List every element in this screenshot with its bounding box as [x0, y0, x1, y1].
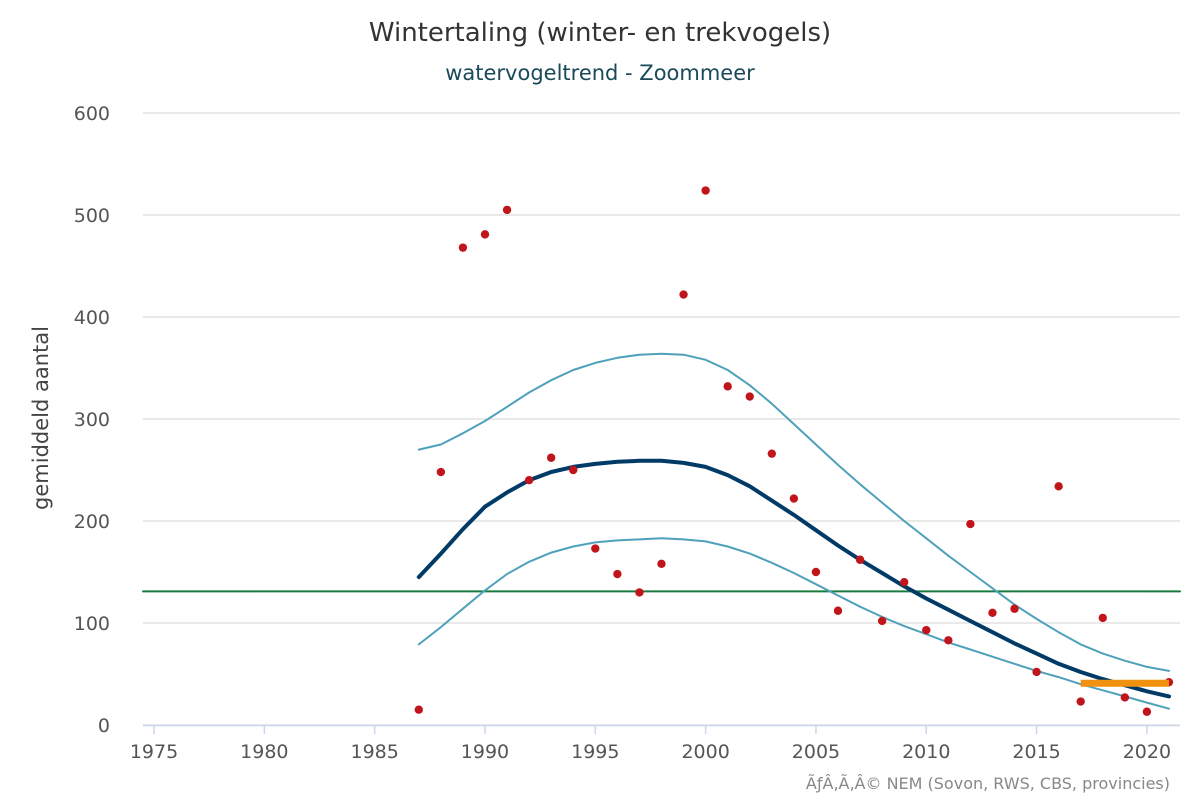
x-tick-label: 1995 — [571, 741, 619, 763]
y-tick-label: 0 — [98, 715, 110, 737]
data-point[interactable] — [1032, 667, 1041, 677]
data-point[interactable] — [723, 382, 732, 391]
x-tick-label: 2000 — [681, 741, 729, 763]
y-tick-label: 100 — [74, 613, 110, 635]
x-tick-label: 2020 — [1123, 741, 1171, 763]
data-point[interactable] — [524, 476, 534, 485]
x-tick-label: 1980 — [240, 741, 288, 763]
data-point[interactable] — [855, 555, 865, 564]
data-point[interactable] — [966, 519, 975, 529]
data-point[interactable] — [436, 467, 446, 477]
data-point[interactable] — [1076, 697, 1085, 706]
data-point[interactable] — [1120, 693, 1130, 702]
x-axis-ticks: 1975 1980 1985 1990 1995 2000 2005 2010 2015 2020 — [130, 724, 1180, 763]
x-tick-label: 1985 — [350, 741, 398, 763]
data-point[interactable] — [414, 705, 423, 714]
data-point[interactable] — [679, 290, 688, 299]
data-point[interactable] — [833, 606, 843, 615]
data-point[interactable] — [877, 616, 887, 626]
data-point[interactable] — [502, 205, 512, 215]
chart-title: Wintertaling (winter- en trekvogels) — [369, 18, 831, 48]
x-tick-label: 2005 — [792, 741, 840, 763]
y-tick-label: 600 — [74, 103, 110, 125]
data-point[interactable] — [922, 625, 931, 635]
data-point[interactable] — [569, 465, 578, 475]
data-point[interactable] — [1098, 613, 1107, 623]
y-tick-label: 400 — [74, 307, 110, 329]
x-tick-label: 2015 — [1012, 741, 1060, 763]
data-point[interactable] — [745, 392, 754, 401]
y-axis-ticks: 0 100 200 300 400 500 600 — [74, 103, 110, 737]
y-tick-label: 500 — [74, 205, 110, 227]
chart-subtitle: watervogeltrend - Zoommeer — [445, 61, 755, 85]
data-point[interactable] — [635, 588, 644, 597]
data-point[interactable] — [546, 453, 556, 462]
data-point[interactable] — [811, 567, 821, 577]
data-point[interactable] — [789, 494, 799, 503]
x-tick-label: 1975 — [130, 741, 178, 763]
data-point[interactable] — [657, 559, 666, 569]
x-tick-label: 2010 — [902, 741, 950, 763]
data-point[interactable] — [900, 578, 909, 587]
y-axis-label: gemiddeld aantal — [29, 326, 53, 510]
data-point[interactable] — [1010, 604, 1019, 613]
data-point[interactable] — [767, 449, 777, 458]
data-point[interactable] — [458, 243, 468, 252]
data-point[interactable] — [480, 230, 490, 239]
data-point[interactable] — [701, 186, 710, 195]
grid-layer — [143, 112, 1180, 726]
credits[interactable]: ÃƒÂ‚Ã‚Â© NEM (Sovon, RWS, CBS, provincie… — [806, 774, 1170, 793]
data-point[interactable] — [944, 636, 953, 645]
data-point[interactable] — [988, 608, 997, 617]
data-point[interactable] — [1054, 482, 1063, 491]
data-point[interactable] — [1142, 707, 1152, 716]
lower-confidence-line[interactable] — [417, 537, 1170, 710]
upper-confidence-line[interactable] — [417, 352, 1170, 672]
series-layer — [142, 186, 1181, 716]
x-tick-label: 1990 — [461, 741, 509, 763]
y-tick-label: 300 — [74, 409, 110, 431]
data-point[interactable] — [613, 569, 622, 579]
data-point[interactable] — [591, 544, 600, 553]
trend-line[interactable] — [416, 458, 1171, 699]
y-tick-label: 200 — [74, 511, 110, 533]
